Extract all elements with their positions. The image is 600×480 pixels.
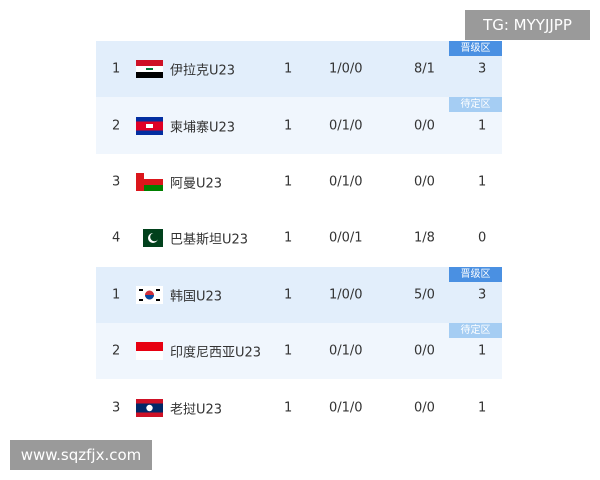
- advance-zone-badge: 晋级区: [449, 41, 502, 56]
- win-draw-loss: 0/1/0: [329, 400, 363, 416]
- win-draw-loss: 1/0/0: [329, 287, 363, 303]
- table-row[interactable]: 2 柬埔寨U23 1 0/1/0 0/0 1 待定区: [96, 97, 502, 154]
- points: 3: [478, 287, 487, 303]
- played: 1: [284, 400, 293, 416]
- team-name[interactable]: 阿曼U23: [170, 176, 223, 192]
- goals: 8/1: [414, 61, 435, 77]
- indonesia-flag-icon: [136, 342, 163, 361]
- table-row[interactable]: 4 巴基斯坦U23 1 0/0/1 1/8 0: [96, 210, 502, 266]
- played: 1: [284, 230, 293, 246]
- rank: 2: [112, 343, 121, 359]
- points: 1: [478, 400, 487, 416]
- played: 1: [284, 343, 293, 359]
- played: 1: [284, 287, 293, 303]
- pakistan-flag-icon: [136, 229, 163, 248]
- team-name[interactable]: 韩国U23: [170, 289, 223, 305]
- played: 1: [284, 118, 293, 134]
- table-row[interactable]: 1 伊拉克U23 1 1/0/0 8/1 3 晋级区: [96, 41, 502, 98]
- team-name[interactable]: 巴基斯坦U23: [170, 232, 249, 248]
- team-name[interactable]: 老挝U23: [170, 402, 223, 418]
- oman-flag-icon: [136, 172, 163, 191]
- goals: 0/0: [414, 174, 435, 190]
- goals: 5/0: [414, 287, 435, 303]
- rank: 1: [112, 287, 121, 303]
- team-name[interactable]: 伊拉克U23: [170, 63, 236, 79]
- pending-zone-badge: 待定区: [449, 97, 502, 113]
- advance-zone-badge: 晋级区: [449, 266, 502, 282]
- laos-flag-icon: [136, 398, 163, 417]
- team-name[interactable]: 柬埔寨U23: [170, 120, 236, 136]
- goals: 0/0: [414, 118, 435, 134]
- win-draw-loss: 0/0/1: [329, 230, 363, 246]
- table-row[interactable]: 1 韩国U23 1 1/0/0 5/0 3 晋级区: [96, 266, 502, 323]
- table-row[interactable]: 2 印度尼西亚U23 1 0/1/0 0/0 1 待定区: [96, 322, 502, 380]
- rank: 3: [112, 400, 121, 416]
- points: 1: [478, 343, 487, 359]
- goals: 0/0: [414, 343, 435, 359]
- watermark-bottom: www.sqzfjx.com: [10, 440, 152, 470]
- win-draw-loss: 1/0/0: [329, 61, 363, 77]
- table-row[interactable]: 3 阿曼U23 1 0/1/0 0/0 1: [96, 154, 502, 210]
- points: 0: [478, 230, 487, 246]
- rank: 2: [112, 118, 121, 134]
- table-row[interactable]: 3 老挝U23 1 0/1/0 0/0 1: [96, 379, 502, 435]
- played: 1: [284, 61, 293, 77]
- win-draw-loss: 0/1/0: [329, 174, 363, 190]
- rank: 4: [112, 230, 121, 246]
- rank: 1: [112, 61, 121, 77]
- win-draw-loss: 0/1/0: [329, 118, 363, 134]
- cambodia-flag-icon: [136, 116, 163, 135]
- played: 1: [284, 174, 293, 190]
- points: 1: [478, 174, 487, 190]
- korea-flag-icon: [136, 285, 163, 304]
- team-name[interactable]: 印度尼西亚U23: [170, 345, 262, 361]
- goals: 1/8: [414, 230, 435, 246]
- goals: 0/0: [414, 400, 435, 416]
- points: 3: [478, 61, 487, 77]
- pending-zone-badge: 待定区: [449, 322, 502, 338]
- watermark-top: TG: MYYJJPP: [465, 10, 590, 40]
- win-draw-loss: 0/1/0: [329, 343, 363, 359]
- points: 1: [478, 118, 487, 134]
- standings-table: 1 伊拉克U23 1 1/0/0 8/1 3 晋级区 2 柬埔寨U23 1 0/1/0 0/0 1 待定区…: [96, 41, 502, 436]
- iraq-flag-icon: [136, 60, 163, 79]
- rank: 3: [112, 174, 121, 190]
